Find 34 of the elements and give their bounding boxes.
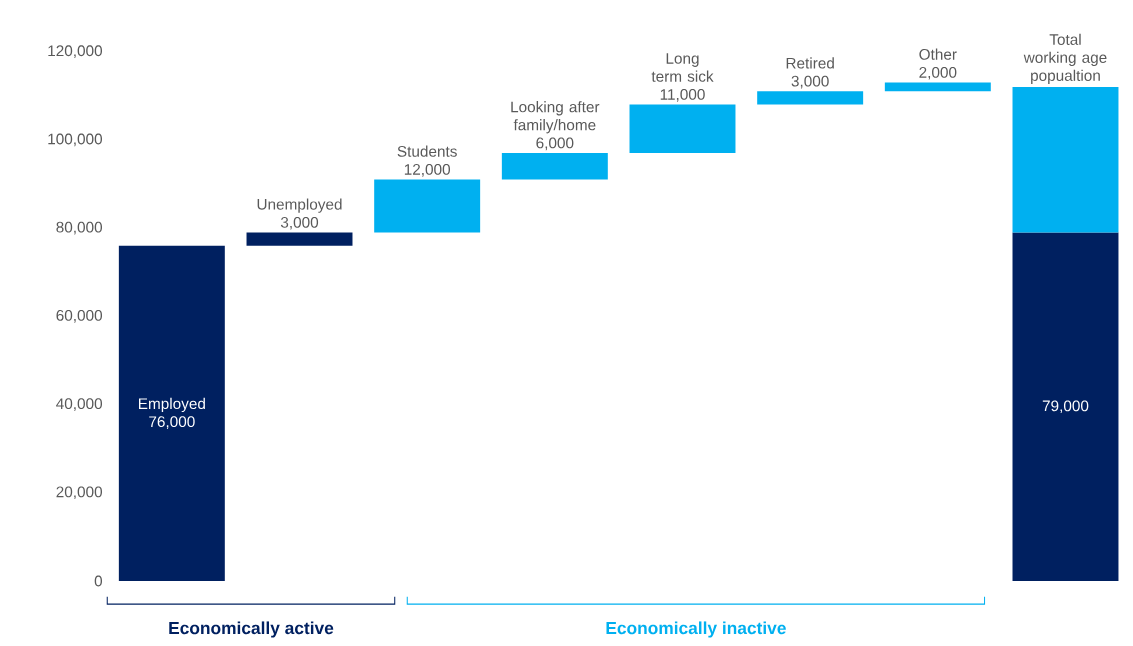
data-label: 2,000 [919, 66, 957, 80]
data-label: 76,000 [149, 416, 195, 429]
bar [374, 179, 481, 233]
data-label: 11,000 [660, 88, 705, 102]
bar [118, 245, 225, 581]
y-tick-label: 0 [94, 575, 103, 587]
bar [501, 153, 608, 180]
bar [757, 91, 864, 105]
bar [629, 104, 736, 154]
data-label: 6,000 [536, 137, 574, 151]
y-tick-label: 100,000 [48, 133, 103, 147]
x-tick-label: Looking after family/home [511, 101, 600, 134]
data-label: 3,000 [791, 75, 829, 89]
x-tick-label: Unemployed [257, 198, 342, 213]
bar [1012, 86, 1119, 233]
x-tick-label: Long term sick [651, 53, 714, 82]
x-tick-label: Employed [139, 397, 205, 413]
bar [1012, 232, 1119, 581]
y-tick-label: 20,000 [56, 486, 103, 500]
y-tick-label: 40,000 [56, 398, 103, 411]
x-tick-label: Retired [786, 57, 834, 69]
x-tick-label: Students [397, 145, 457, 157]
y-tick-label: 120,000 [48, 45, 103, 58]
data-label: 3,000 [280, 216, 319, 230]
y-tick-label: 80,000 [56, 221, 103, 235]
text: Economically inactive [606, 621, 786, 638]
bar [246, 232, 353, 246]
x-tick-label: Other [919, 48, 957, 60]
y-tick-label: 60,000 [56, 309, 103, 323]
text: Economically active [169, 621, 334, 638]
data-label: 79,000 [1042, 400, 1089, 414]
x-tick-label: Total working age popualtion [1023, 33, 1107, 85]
bar [884, 82, 991, 92]
data-label: 12,000 [404, 163, 451, 177]
